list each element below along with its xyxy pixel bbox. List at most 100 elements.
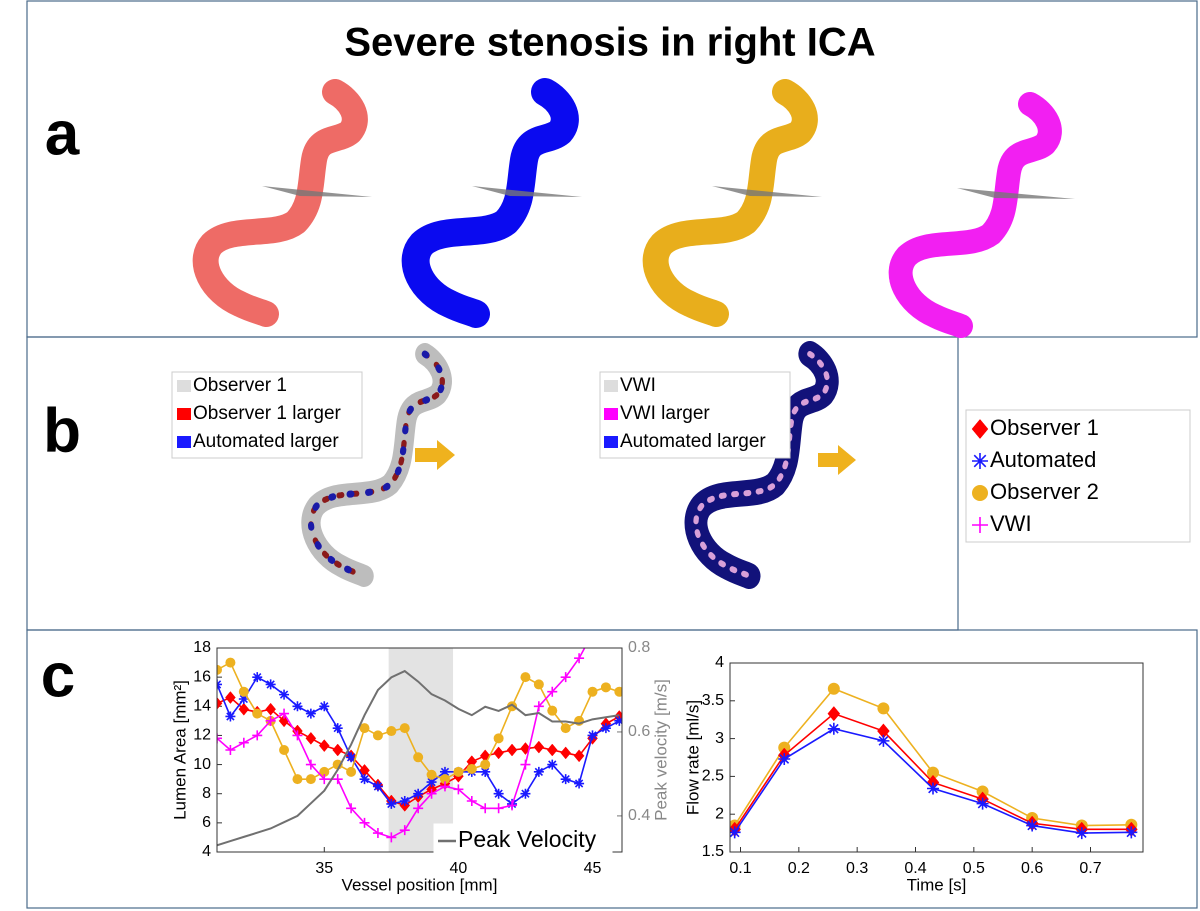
marker — [292, 774, 303, 785]
marker — [547, 705, 558, 716]
series-line — [217, 669, 620, 847]
marker — [927, 766, 939, 779]
x-axis-label: Vessel position [mm] — [342, 875, 498, 894]
marker — [560, 723, 571, 734]
arrow — [818, 445, 856, 475]
marker — [279, 708, 290, 719]
y-tick-label: 2.5 — [702, 768, 724, 785]
marker — [346, 803, 357, 814]
marker — [827, 722, 840, 735]
legend-swatch — [177, 408, 191, 420]
marker — [413, 788, 424, 799]
legend-text: Observer 1 larger — [193, 403, 342, 424]
marker — [238, 737, 249, 748]
marker — [520, 788, 531, 799]
marker — [252, 672, 263, 683]
x-tick-label: 0.7 — [1079, 860, 1101, 877]
x-tick-label: 0.3 — [846, 860, 868, 877]
legend-text: Observer 1 — [193, 375, 287, 396]
marker — [927, 782, 939, 795]
y-tick-label: 1.5 — [702, 843, 724, 860]
marker — [279, 745, 290, 755]
marker — [252, 730, 263, 741]
marker — [520, 759, 531, 770]
vessel-render — [416, 92, 582, 314]
y-tick-label: 8 — [202, 785, 211, 802]
marker — [1026, 819, 1039, 832]
marker — [386, 798, 397, 809]
marker — [600, 723, 611, 734]
marker — [225, 657, 236, 668]
marker — [547, 759, 558, 770]
legend: Observer 1 Observer 1 larger Automated l… — [171, 371, 363, 459]
marker — [346, 766, 357, 777]
marker — [386, 726, 397, 737]
legend-swatch — [604, 408, 618, 420]
y-axis-label: Lumen Area [mm²] — [170, 680, 189, 820]
legend-swatch — [604, 436, 618, 448]
legend-text: Peak Velocity — [458, 826, 597, 852]
marker — [1075, 827, 1088, 840]
legend: VWI VWI larger Automated larger — [599, 371, 791, 459]
x-tick-label: 0.5 — [963, 860, 985, 877]
marker — [587, 686, 598, 697]
marker — [972, 453, 988, 469]
marker — [305, 708, 316, 719]
legend: Observer 1 Automated Observer 2 VWI — [965, 409, 1191, 543]
marker — [399, 723, 410, 734]
legend-text: VWI — [990, 511, 1032, 536]
y-tick-label: 4 — [715, 654, 724, 671]
marker — [976, 797, 989, 810]
x-tick-label: 0.2 — [788, 860, 810, 877]
marker — [279, 689, 290, 700]
cut-plane — [957, 188, 1075, 199]
y-tick-label: 16 — [193, 668, 211, 685]
y2-tick-label: 0.4 — [628, 807, 650, 824]
marker — [560, 746, 572, 760]
marker — [426, 769, 437, 780]
marker — [546, 743, 558, 757]
marker — [533, 766, 544, 777]
y-tick-label: 18 — [193, 639, 211, 656]
marker — [574, 778, 585, 789]
chart: 0.1 0.2 0.3 0.4 0.5 0.6 0.7 1.5 2 2.5 3 3.5 4 Time [s… — [683, 654, 1144, 894]
x-tick-label: 45 — [584, 860, 602, 877]
y-tick-label: 14 — [193, 698, 211, 715]
legend-text: Observer 2 — [990, 479, 1099, 504]
marker — [520, 672, 531, 683]
marker — [238, 694, 249, 704]
marker — [560, 672, 571, 683]
marker — [614, 715, 622, 726]
y-tick-label: 6 — [202, 814, 211, 831]
y-tick-label: 3 — [715, 730, 724, 747]
y2-tick-label: 0.6 — [628, 723, 650, 740]
legend-box — [171, 371, 363, 459]
marker — [217, 696, 223, 710]
marker — [319, 701, 330, 712]
marker — [480, 766, 491, 777]
marker — [332, 743, 344, 757]
axes-frame — [216, 647, 623, 853]
marker — [493, 746, 504, 760]
marker — [265, 715, 276, 726]
legend-text: Automated larger — [193, 431, 339, 452]
marker — [238, 686, 249, 697]
marker — [372, 781, 383, 792]
marker — [827, 706, 841, 722]
marker — [413, 752, 424, 763]
legend-text: VWI — [620, 375, 656, 396]
x-tick-label: 40 — [449, 860, 467, 877]
marker — [466, 763, 477, 774]
y2-axis-label: Peak velocity [m/s] — [651, 679, 670, 821]
marker — [372, 730, 383, 741]
marker — [439, 774, 450, 785]
marker — [318, 739, 330, 753]
marker — [359, 817, 370, 828]
marker — [1125, 826, 1138, 839]
marker — [305, 731, 317, 745]
vessel-render — [901, 104, 1075, 326]
marker — [507, 800, 518, 811]
x-tick-label: 0.1 — [729, 860, 751, 877]
marker — [305, 774, 316, 785]
